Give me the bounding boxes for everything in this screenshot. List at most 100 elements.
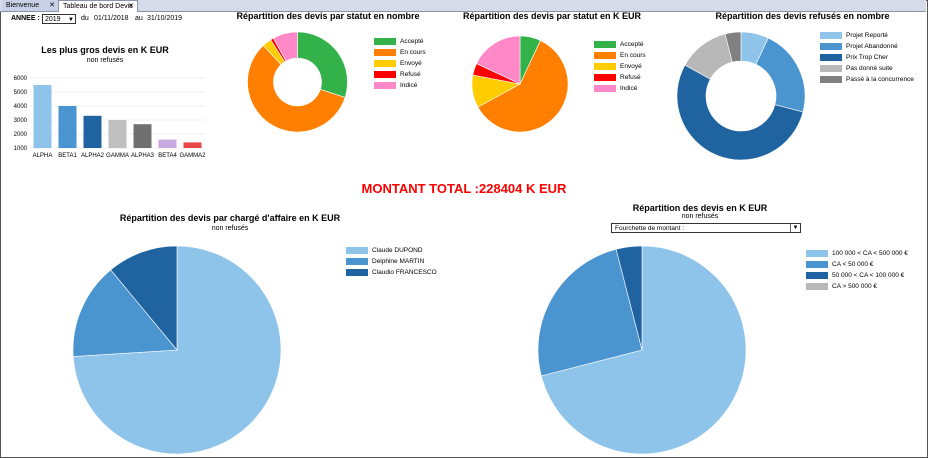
legend-label: 50 000 < CA < 100 000 € (832, 271, 905, 279)
x-tick-label: GAMMA2 (179, 153, 206, 159)
legend-item: Envoyé (374, 58, 426, 68)
legend-swatch (820, 75, 842, 83)
donut-eur-legend: Accepté En cours Envoyé Refusé Indicé (594, 39, 646, 94)
x-tick-label: ALPHA2 (81, 153, 105, 159)
legend-swatch (374, 48, 396, 56)
pie-range-legend: 100 000 < CA < 500 000 € CA < 50 000 € 50 … (806, 248, 908, 292)
donut-refused-title: Répartition des devis refusés en nombre (715, 11, 890, 21)
date-to: 31/10/2019 (147, 15, 183, 22)
y-tick-label: 3000 (14, 118, 28, 124)
legend-label: Indicé (400, 81, 418, 89)
donut-count-chart (247, 31, 348, 133)
legend-item: Projet Abandonné (820, 41, 914, 51)
legend-swatch (346, 268, 368, 276)
legend-label: Projet Reporté (846, 31, 888, 39)
pie-slice (724, 31, 742, 63)
y-tick-label: 2000 (14, 132, 28, 138)
x-tick-label: BETA1 (58, 153, 77, 159)
legend-swatch (806, 260, 828, 268)
fourchette-dropdown[interactable]: Fourchette de montant : ▼ (611, 223, 801, 233)
annee-select[interactable]: 2019 ▼ (42, 14, 76, 24)
legend-item: Prix Trop Cher (820, 52, 914, 62)
pie-charge-chart (72, 245, 282, 455)
donut-refused-chart (676, 31, 806, 161)
legend-item: 50 000 < CA < 100 000 € (806, 270, 908, 280)
legend-swatch (374, 81, 396, 89)
legend-swatch (594, 51, 616, 59)
close-icon[interactable]: ✕ (128, 3, 134, 10)
pie-slice (273, 31, 298, 62)
legend-swatch (806, 249, 828, 257)
donut-count-legend: Accepté En cours Envoyé Refusé Indicé (374, 36, 426, 91)
legend-item: Claude DUPOND (346, 245, 437, 255)
donut-refused-legend: Projet Reporté Projet Abandonné Prix Trop … (820, 30, 914, 85)
legend-label: Envoyé (400, 59, 422, 67)
du-label: du (81, 15, 89, 22)
annee-value: 2019 (45, 16, 61, 23)
x-tick-label: GAMMA (106, 153, 129, 159)
legend-label: Claude DUPOND (372, 246, 423, 254)
legend-label: En cours (400, 48, 426, 56)
legend-swatch (594, 40, 616, 48)
legend-item: Delphine MARTIN (346, 256, 437, 266)
pie-slice (540, 245, 747, 455)
tab-bar: Bienvenue ✕ Tableau de bord Devis ✕ (0, 0, 926, 12)
tab-tableau-de-bord[interactable]: Tableau de bord Devis ✕ (58, 0, 138, 12)
pie-charge-title: Répartition des devis par chargé d'affai… (119, 213, 341, 223)
legend-item: Refusé (594, 72, 646, 82)
pie-range-subtitle: non refusés (681, 213, 719, 220)
legend-label: CA > 500 000 € (832, 282, 877, 290)
legend-swatch (820, 64, 842, 72)
tab-label: Bienvenue (6, 2, 40, 9)
pie-range-chart (537, 245, 747, 455)
close-icon[interactable]: ✕ (49, 2, 55, 9)
legend-swatch (594, 73, 616, 81)
tab-bienvenue[interactable]: Bienvenue ✕ (2, 0, 59, 11)
legend-label: Refusé (400, 70, 421, 78)
donut-eur-chart (471, 35, 569, 133)
legend-swatch (594, 62, 616, 70)
donut-count-title: Répartition des devis par statut en nomb… (236, 11, 420, 21)
x-tick-label: ALPHA3 (131, 153, 155, 159)
legend-label: Prix Trop Cher (846, 53, 888, 61)
pie-range-title: Répartition des devis en K EUR (632, 203, 768, 213)
pie-slice (676, 64, 804, 161)
legend-swatch (374, 70, 396, 78)
tab-label: Tableau de bord Devis (63, 3, 133, 10)
y-tick-label: 6000 (14, 76, 28, 82)
pie-slice (247, 45, 346, 133)
legend-label: Passé à la concurrence (846, 75, 914, 83)
au-label: au (135, 15, 143, 22)
chevron-down-icon[interactable]: ▼ (68, 17, 74, 23)
chevron-down-icon[interactable]: ▼ (790, 224, 800, 232)
legend-item: Pas donné suite (820, 63, 914, 73)
pie-slice (755, 37, 806, 113)
legend-label: 100 000 < CA < 500 000 € (832, 249, 908, 257)
bar-chart-subtitle: non refusés (86, 57, 124, 64)
legend-swatch (820, 42, 842, 50)
legend-label: Pas donné suite (846, 64, 893, 72)
pie-slice (110, 245, 178, 351)
pie-charge-legend: Claude DUPOND Delphine MARTIN Claudio FRAN… (346, 245, 437, 278)
legend-swatch (806, 282, 828, 290)
legend-label: Projet Abandonné (846, 42, 898, 50)
bar (83, 115, 102, 148)
pie-slice (477, 40, 569, 133)
bar-chart-title: Les plus gros devis en K EUR (41, 45, 169, 55)
legend-swatch (374, 37, 396, 45)
date-from: 01/11/2018 (94, 15, 129, 22)
legend-item: Indicé (594, 83, 646, 93)
legend-swatch (594, 84, 616, 92)
legend-swatch (820, 53, 842, 61)
pie-slice (615, 245, 643, 351)
legend-swatch (346, 257, 368, 265)
legend-label: En cours (620, 51, 646, 59)
bar (33, 85, 52, 148)
legend-swatch (806, 271, 828, 279)
y-tick-label: 1000 (14, 146, 28, 152)
donut-eur-title: Répartition des devis par statut en K EU… (462, 11, 642, 21)
legend-item: Envoyé (594, 61, 646, 71)
x-tick-label: ALPHA (33, 153, 53, 159)
legend-swatch (346, 246, 368, 254)
pie-slice (297, 31, 348, 98)
